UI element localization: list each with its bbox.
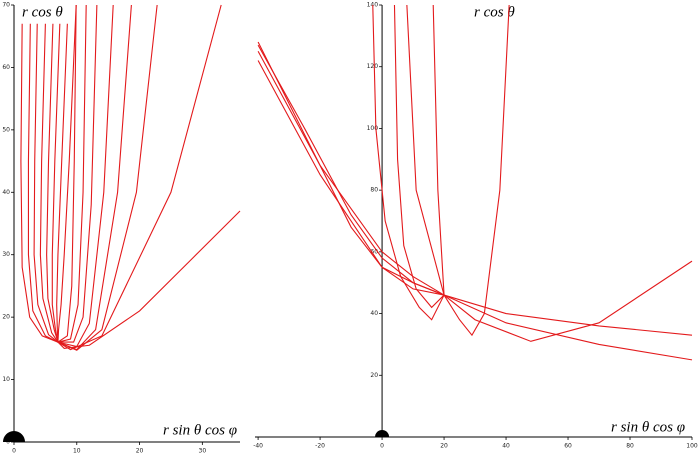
trajectory — [46, 4, 132, 351]
x-tick-label: 0 — [12, 448, 16, 454]
y-tick-label: 140 — [367, 2, 379, 9]
x-tick-label: 10 — [73, 448, 81, 454]
y-tick-label: 20 — [370, 372, 378, 379]
trajectory — [57, 4, 241, 349]
x-tick-label: 100 — [686, 443, 698, 450]
trajectory — [393, 4, 445, 309]
y-tick-label: 30 — [2, 251, 10, 258]
black-hole — [3, 431, 25, 442]
trajectory — [51, 4, 158, 351]
y-tick-label: 40 — [370, 310, 378, 317]
trajectory — [257, 51, 693, 342]
y-tick-label: 100 — [367, 125, 379, 132]
x-tick-label: -20 — [315, 443, 325, 450]
y-tick-label: 20 — [2, 314, 10, 321]
y-tick-label: 60 — [2, 64, 10, 71]
y-tick-label: 10 — [2, 376, 10, 383]
trajectory — [257, 41, 693, 361]
x-tick-label: 0 — [380, 443, 384, 450]
x-axis-label: r sin θ cos φ — [611, 419, 685, 435]
y-axis-label: r cos θ — [474, 4, 515, 20]
y-tick-label: 60 — [370, 248, 378, 255]
x-tick-label: 30 — [199, 448, 207, 454]
x-tick-label: 60 — [564, 443, 572, 450]
trajectory — [56, 4, 222, 351]
y-tick-label: 50 — [2, 126, 10, 133]
y-tick-label: 120 — [367, 63, 379, 70]
y-axis-label: r cos θ — [22, 4, 63, 20]
x-tick-label: 80 — [626, 443, 634, 450]
y-tick-label: 40 — [2, 189, 10, 196]
trajectory — [372, 4, 445, 321]
trajectory — [27, 4, 87, 343]
trajectory — [39, 4, 114, 348]
trajectory — [257, 44, 693, 336]
x-tick-label: 20 — [136, 448, 144, 454]
x-tick-label: 40 — [502, 443, 510, 450]
x-tick-label: 20 — [440, 443, 448, 450]
y-tick-label: 80 — [370, 187, 378, 194]
y-tick-label: 70 — [2, 2, 10, 9]
trajectory — [20, 4, 77, 343]
x-tick-label: -40 — [253, 443, 263, 450]
trajectory — [33, 4, 98, 343]
black-hole — [375, 430, 390, 437]
trajectory — [257, 4, 510, 337]
x-axis-label: r sin θ cos φ — [163, 422, 237, 438]
